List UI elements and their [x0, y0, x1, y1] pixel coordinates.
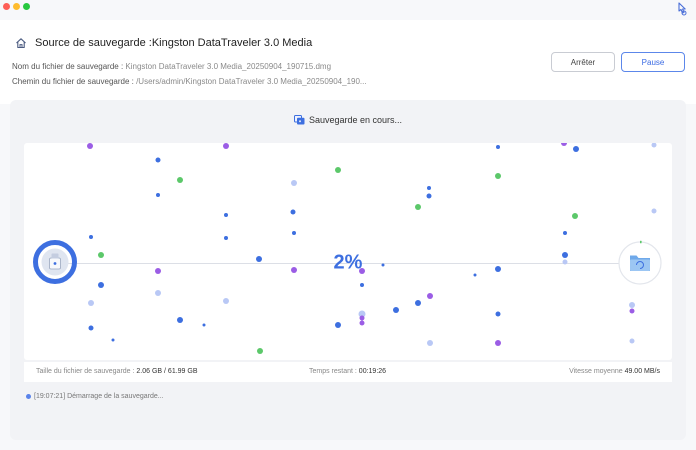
backup-filename: Nom du fichier de sauvegarde : Kingston … [12, 62, 331, 71]
log-entry: [19:07:21] Démarrage de la sauvegarde... [26, 393, 164, 400]
source-label: Source de sauvegarde : [35, 37, 152, 49]
particle-dot [651, 143, 657, 148]
particle-dot [257, 348, 263, 354]
particle-dot [629, 338, 635, 344]
particle-dot [393, 307, 399, 313]
folder-icon [618, 240, 662, 285]
particle-dot [629, 302, 635, 308]
particle-dot [495, 311, 501, 317]
particle-dot [573, 146, 579, 152]
particle-dot [495, 173, 501, 179]
backup-path: Chemin du fichier de sauvegarde : /Users… [12, 77, 367, 86]
particle-dot [629, 308, 635, 314]
particle-dot [256, 256, 262, 262]
filename-value: Kingston DataTraveler 3.0 Media_20250904… [125, 62, 332, 71]
transfer-animation: 2% [24, 143, 672, 360]
progress-panel: Sauvegarde en cours... 2% Taille du fich… [10, 100, 686, 440]
particle-dot [427, 186, 431, 190]
file-size-label: Taille du fichier de sauvegarde : [36, 368, 137, 375]
particle-dot [572, 213, 578, 219]
pause-button[interactable]: Pause [621, 52, 685, 72]
particle-dot [224, 236, 228, 240]
particle-dot [291, 267, 297, 273]
particle-dot [292, 231, 296, 235]
stop-button[interactable]: Arrêter [551, 52, 615, 72]
path-label: Chemin du fichier de sauvegarde : [12, 77, 137, 86]
status-text: Sauvegarde en cours... [308, 115, 403, 125]
particle-dot [496, 145, 500, 149]
path-value: /Users/admin/Kingston DataTraveler 3.0 M… [136, 77, 367, 86]
minimize-window-button[interactable] [13, 3, 20, 10]
remaining-time-stat: Temps restant : 00:19:26 [309, 368, 386, 375]
particle-dot [291, 180, 297, 186]
backup-status: Sauvegarde en cours... [10, 115, 686, 125]
file-size-stat: Taille du fichier de sauvegarde : 2.06 G… [36, 368, 198, 375]
particle-dot [651, 208, 657, 214]
particle-dot [98, 252, 104, 258]
particle-dot [177, 317, 183, 323]
particle-dot [224, 213, 228, 217]
average-speed-label: Vitesse moyenne [569, 368, 625, 375]
particle-dot [202, 323, 206, 327]
particle-dot [359, 268, 365, 274]
particle-dot [155, 268, 161, 274]
particle-dot [223, 298, 229, 304]
particle-dot [495, 340, 501, 346]
progress-percentage: 2% [333, 251, 363, 274]
home-icon[interactable] [15, 37, 27, 49]
particle-dot [473, 273, 477, 277]
particle-dot [335, 167, 341, 173]
particle-dot [495, 266, 501, 272]
particle-dot [290, 209, 296, 215]
particle-dot [359, 315, 365, 321]
particle-dot [415, 300, 421, 306]
particle-dot [155, 290, 161, 296]
particle-dot [155, 157, 161, 163]
filename-label: Nom du fichier de sauvegarde : [12, 62, 126, 71]
particle-dot [111, 338, 115, 342]
particle-dot [562, 252, 568, 258]
particle-dot [156, 193, 160, 197]
log-status-dot [26, 394, 31, 399]
particle-dot [360, 283, 364, 287]
usb-drive-icon [33, 240, 77, 284]
particle-dot [381, 263, 385, 267]
page-title: Source de sauvegarde :Kingston DataTrave… [35, 37, 312, 49]
cursor-icon[interactable] [676, 2, 688, 16]
transfer-line [64, 263, 636, 264]
average-speed-stat: Vitesse moyenne 49.00 MB/s [569, 368, 660, 375]
particle-dot [427, 293, 433, 299]
particle-dot [562, 259, 568, 265]
particle-dot [88, 325, 94, 331]
remaining-time-value: 00:19:26 [358, 368, 387, 375]
particle-dot [98, 282, 104, 288]
average-speed-value: 49.00 MB/s [624, 368, 660, 375]
particle-dot [223, 143, 229, 149]
particle-dot [358, 310, 366, 318]
title-bar [0, 0, 696, 20]
particle-dot [415, 204, 421, 210]
particle-dot [88, 300, 94, 306]
copy-icon [293, 115, 305, 125]
source-value: Kingston DataTraveler 3.0 Media [151, 37, 313, 49]
remaining-time-label: Temps restant : [309, 368, 359, 375]
particle-dot [426, 193, 432, 199]
particle-dot [563, 231, 567, 235]
close-window-button[interactable] [3, 3, 10, 10]
backup-stats: Taille du fichier de sauvegarde : 2.06 G… [24, 362, 672, 382]
backup-header: Source de sauvegarde :Kingston DataTrave… [0, 20, 696, 104]
particle-dot [177, 177, 183, 183]
particle-dot [561, 143, 567, 146]
particle-dot [335, 322, 341, 328]
zoom-window-button[interactable] [23, 3, 30, 10]
particle-dot [359, 320, 365, 326]
particle-dot [427, 340, 433, 346]
particle-dot [87, 143, 93, 149]
log-text: [19:07:21] Démarrage de la sauvegarde... [34, 393, 164, 400]
file-size-value: 2.06 GB / 61.99 GB [136, 368, 198, 375]
particle-dot [89, 235, 93, 239]
